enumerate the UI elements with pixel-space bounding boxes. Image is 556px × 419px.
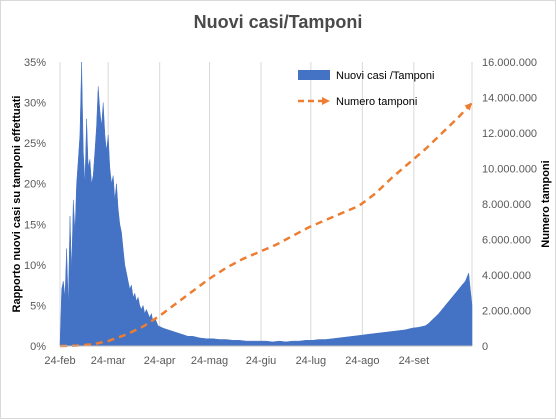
y-tick-label: 30%	[24, 98, 46, 110]
y2-tick-label: 8.000.000	[482, 199, 531, 211]
y2-tick-label: 12.000.000	[482, 128, 537, 140]
legend: Nuovi casi /Tamponi Numero tamponi	[298, 70, 434, 108]
x-tick-label: 24-set	[399, 355, 430, 367]
y2-tick-label: 2.000.000	[482, 306, 531, 318]
y-tick-label: 20%	[24, 179, 46, 191]
line-series-arrow	[464, 102, 472, 111]
y-tick-label: 0%	[30, 341, 46, 353]
y2-axis-title: Numero tamponi	[540, 160, 552, 247]
x-tick-label: 24-apr	[144, 355, 176, 367]
area-series	[59, 61, 473, 347]
y2-tick-label: 16.000.000	[482, 57, 537, 69]
y-axis-title: Rapporto nuovi casi su tamponi effettuat…	[11, 96, 23, 313]
area-series-path	[59, 61, 473, 347]
axes: 24-feb 24-mar 24-apr 24-mag 24-giu 24-lug 24-a…	[11, 57, 552, 367]
y-tick-label: 10%	[24, 260, 46, 272]
line-series-path	[59, 101, 473, 348]
y2-tick-label: 10.000.000	[482, 164, 537, 176]
y2-tick-label: 4.000.000	[482, 270, 531, 282]
line-series	[59, 101, 473, 348]
chart-title: Nuovi casi/Tamponi	[193, 12, 363, 32]
legend-swatch-area	[298, 70, 330, 80]
x-tick-label: 24-mag	[191, 355, 228, 367]
x-tick-label: 24-feb	[44, 355, 75, 367]
y-tick-label: 25%	[24, 138, 46, 150]
y-tick-label: 5%	[30, 300, 46, 312]
legend-label-line: Numero tamponi	[336, 96, 417, 108]
y2-tick-label: 14.000.000	[482, 93, 537, 105]
y2-tick-label: 0	[482, 341, 488, 353]
y-tick-label: 35%	[24, 57, 46, 69]
y-tick-label: 15%	[24, 219, 46, 231]
x-tick-label: 24-lug	[296, 355, 327, 367]
x-tick-label: 24-giu	[246, 355, 277, 367]
x-tick-label: 24-ago	[345, 355, 379, 367]
legend-label-area: Nuovi casi /Tamponi	[336, 70, 434, 82]
y2-tick-label: 6.000.000	[482, 235, 531, 247]
x-tick-label: 24-mar	[91, 355, 126, 367]
legend-swatch-arrow	[322, 97, 330, 105]
